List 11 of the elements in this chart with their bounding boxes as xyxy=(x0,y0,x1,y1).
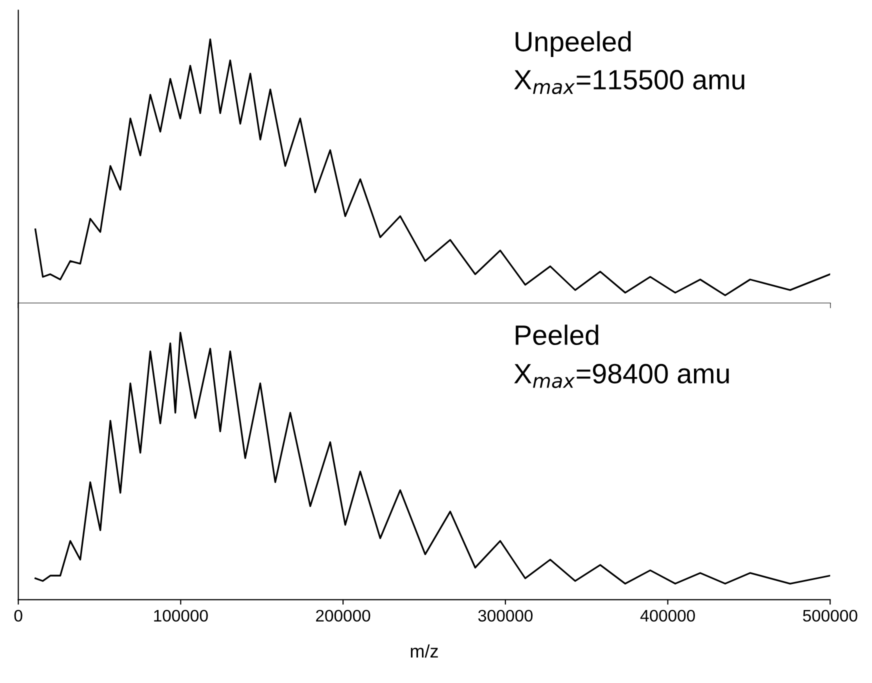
annotation: X$_{max}$=98400 amu xyxy=(514,364,729,388)
x-tick-label: 400000 xyxy=(640,610,695,622)
x-tick-label: 0 xyxy=(14,610,22,622)
x-tick-label: 300000 xyxy=(478,610,533,622)
x-tick-label: 100000 xyxy=(154,610,208,622)
x-tick-label: 200000 xyxy=(316,610,370,622)
x-tick-label: 500000 xyxy=(803,610,858,622)
annotation: Unpeeled xyxy=(516,31,631,58)
annotation: X$_{max}$=115500 amu xyxy=(514,70,744,94)
annotation: Peeled xyxy=(516,324,598,346)
x-axis-title: m/z xyxy=(410,644,438,658)
